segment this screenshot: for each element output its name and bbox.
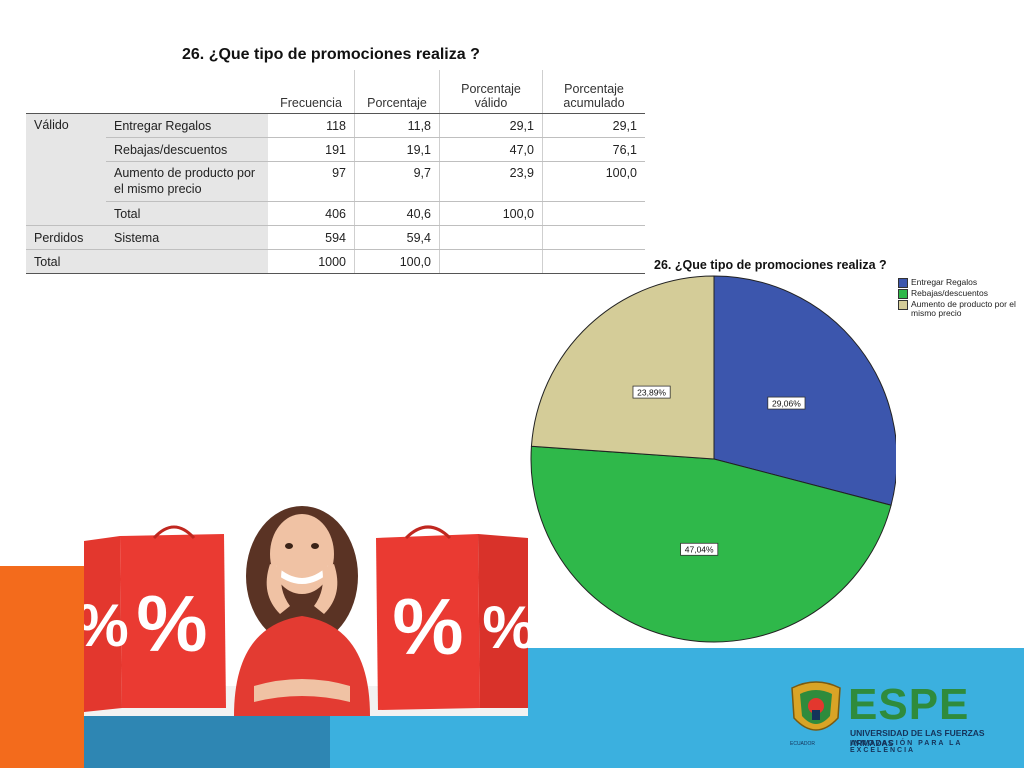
table-row: Total 406 40,6 100,0 (26, 201, 645, 226)
header-porcentaje: Porcentaje (354, 70, 440, 114)
cell-porcentaje-acumulado: 76,1 (542, 137, 645, 162)
cell-porcentaje: 9,7 (354, 161, 440, 202)
legend-label: Rebajas/descuentos (911, 288, 989, 298)
logo-motto: INNOVACIÓN PARA LA EXCELENCIA (850, 740, 963, 754)
table-row: Rebajas/descuentos 191 19,1 47,0 76,1 (26, 137, 645, 162)
legend-label: Entregar Regalos (911, 277, 978, 287)
cell-porcentaje-valido (439, 225, 543, 250)
header-blank (106, 70, 268, 114)
cell-frecuencia: 191 (268, 137, 355, 162)
chart-title: 26. ¿Que tipo de promociones realiza ? (654, 258, 887, 272)
cell-porcentaje-acumulado: 100,0 (542, 161, 645, 202)
row-category: Aumento de producto por el mismo precio (106, 161, 268, 202)
cell-frecuencia: 97 (268, 161, 355, 202)
legend-label: Aumento de producto por el mismo precio (911, 299, 1016, 318)
row-category: Sistema (106, 225, 268, 250)
logo-wordmark: ESPE (848, 680, 970, 729)
espe-shield-icon (791, 681, 841, 731)
legend-swatch (898, 300, 908, 310)
header-porcentaje-valido: Porcentaje válido (439, 70, 543, 114)
svg-text:%: % (392, 582, 463, 671)
header-frecuencia: Frecuencia (268, 70, 355, 114)
cell-porcentaje-valido: 100,0 (439, 201, 543, 226)
svg-text:%: % (482, 594, 528, 661)
cell-frecuencia: 406 (268, 201, 355, 226)
table-row: Perdidos Sistema 594 59,4 (26, 225, 645, 250)
cell-frecuencia: 1000 (268, 249, 355, 274)
cell-porcentaje: 100,0 (354, 249, 440, 274)
promotion-photo: % % % % (84, 476, 528, 716)
pie-slice-1 (713, 275, 896, 506)
background-band-orange (0, 566, 84, 768)
frequency-table: Frecuencia Porcentaje Porcentaje válido … (26, 70, 645, 274)
cell-porcentaje-valido: 23,9 (439, 161, 543, 202)
data-label-box-1 (767, 396, 806, 410)
cell-porcentaje: 59,4 (354, 225, 440, 250)
table-header-row: Frecuencia Porcentaje Porcentaje válido … (26, 70, 645, 114)
cell-porcentaje-valido: 29,1 (439, 113, 543, 138)
table-row: Total 1000 100,0 (26, 249, 645, 274)
data-label-2: 47,04% (685, 544, 714, 554)
svg-text:%: % (136, 579, 207, 668)
legend-swatch (898, 289, 908, 299)
cell-frecuencia: 118 (268, 113, 355, 138)
legend-entry: Aumento de producto por el mismo precio (898, 300, 1024, 318)
cell-porcentaje-acumulado: 29,1 (542, 113, 645, 138)
legend-swatch (898, 278, 908, 288)
logo-university: UNIVERSIDAD DE LAS FUERZAS ARMADAS (850, 728, 985, 748)
row-category: Rebajas/descuentos (106, 137, 268, 162)
cell-porcentaje-acumulado (542, 225, 645, 250)
row-group-label: Total (26, 249, 268, 274)
table-title: 26. ¿Que tipo de promociones realiza ? (182, 46, 480, 63)
data-label-box-2 (680, 542, 719, 556)
logo-sub: ECUADOR (790, 741, 816, 747)
cell-porcentaje-valido: 47,0 (439, 137, 543, 162)
cell-frecuencia: 594 (268, 225, 355, 250)
cell-porcentaje: 19,1 (354, 137, 440, 162)
legend-entry: Rebajas/descuentos (898, 289, 1024, 299)
row-category: Entregar Regalos (106, 113, 268, 138)
row-category: Total (106, 201, 268, 226)
data-label-1: 29,06% (772, 398, 801, 408)
svg-text:%: % (84, 592, 129, 659)
row-group-label: Perdidos (26, 225, 106, 250)
table-row: Válido Entregar Regalos 118 11,8 29,1 29… (26, 113, 645, 226)
data-label-box-3 (632, 385, 671, 399)
cell-porcentaje-acumulado (542, 249, 645, 274)
cell-porcentaje-valido (439, 249, 543, 274)
row-group-label: Válido (26, 113, 106, 226)
legend-entry: Entregar Regalos (898, 278, 1024, 288)
header-porcentaje-acumulado: Porcentaje acumulado (542, 70, 645, 114)
pie-chart: 29,06% 47,04% 23,89% (530, 275, 896, 643)
pie-slice-3 (530, 275, 715, 460)
header-blank (26, 70, 106, 114)
cell-porcentaje: 11,8 (354, 113, 440, 138)
cell-porcentaje: 40,6 (354, 201, 440, 226)
data-label-3: 23,89% (637, 387, 666, 397)
cell-porcentaje-acumulado (542, 201, 645, 226)
table-row: Aumento de producto por el mismo precio … (26, 161, 645, 202)
espe-logo: ECUADOR ESPE UNIVERSIDAD DE LAS FUERZAS … (788, 678, 1024, 768)
chart-legend: Entregar Regalos Rebajas/descuentos Aume… (898, 278, 1024, 319)
